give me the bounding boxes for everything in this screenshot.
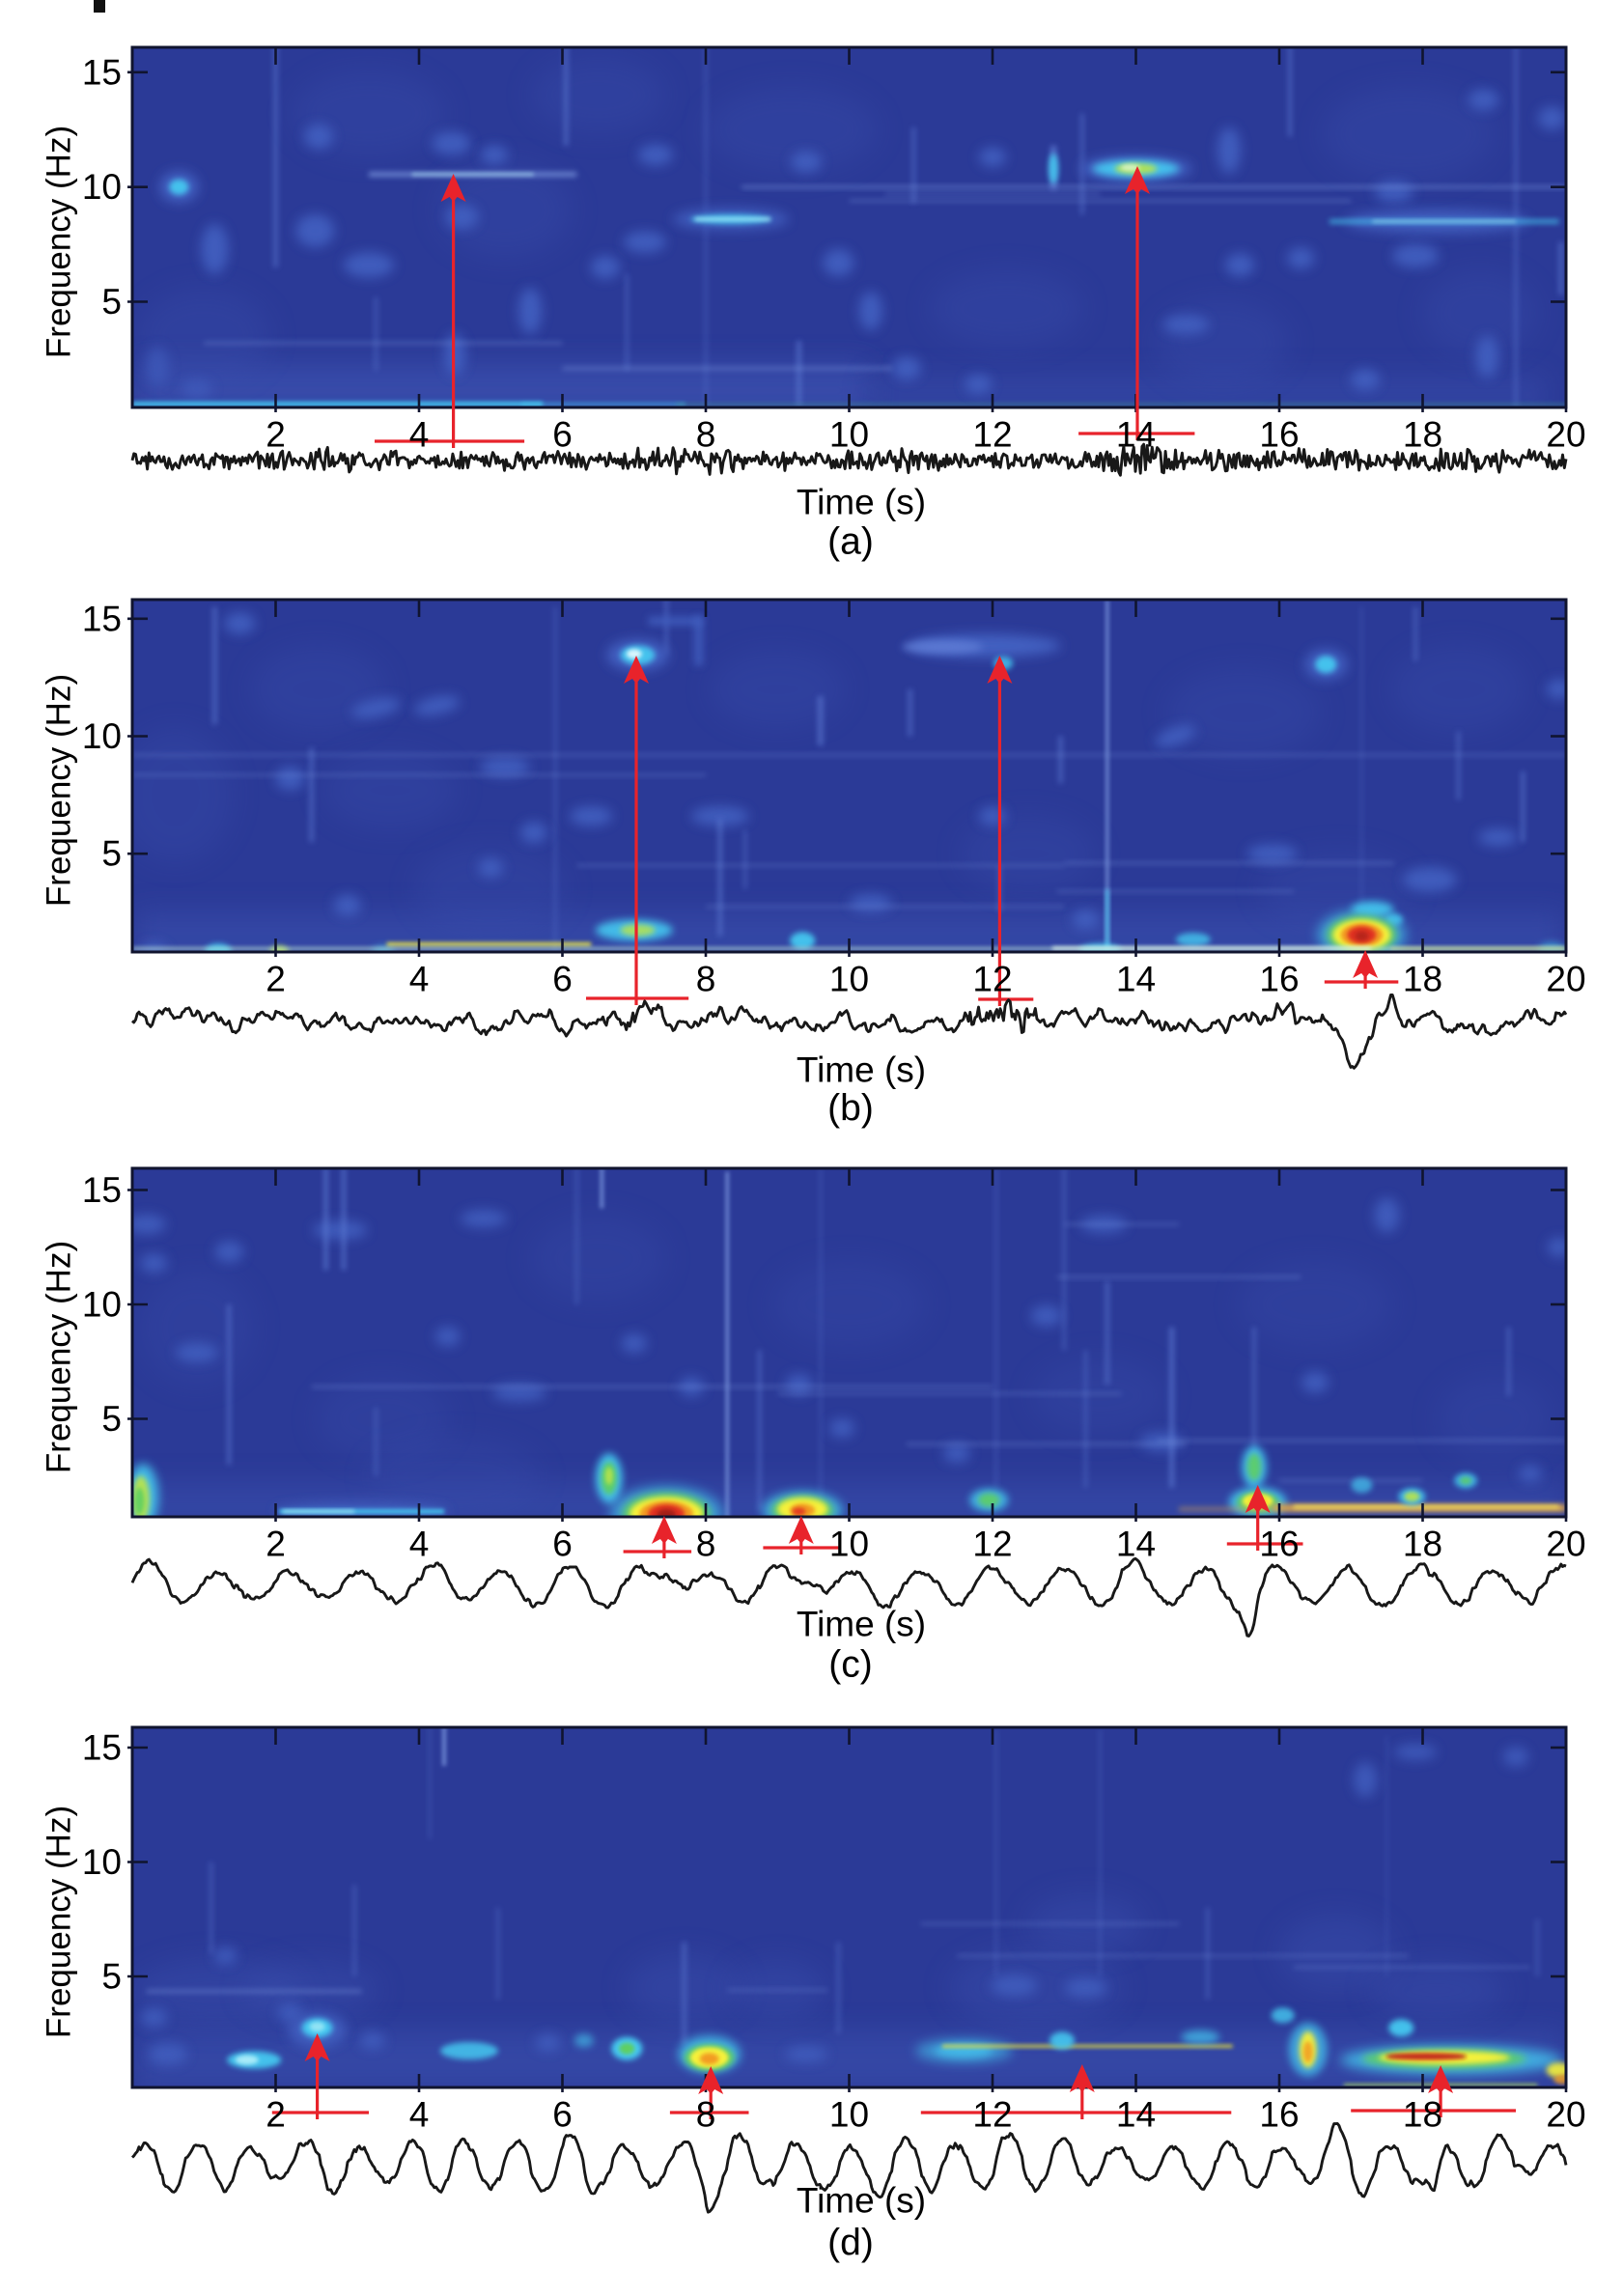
- svg-text:4: 4: [409, 1525, 430, 1564]
- svg-text:12: 12: [972, 415, 1012, 455]
- svg-text:10: 10: [829, 960, 869, 999]
- svg-text:16: 16: [1259, 1525, 1299, 1564]
- svg-text:10: 10: [82, 1285, 122, 1325]
- svg-text:(b): (b): [827, 1088, 874, 1130]
- svg-text:20: 20: [1546, 415, 1585, 455]
- svg-text:(c): (c): [828, 1644, 872, 1686]
- svg-text:15: 15: [82, 1170, 122, 1210]
- svg-text:18: 18: [1403, 1525, 1442, 1564]
- svg-text:10: 10: [82, 167, 122, 207]
- svg-text:10: 10: [829, 2095, 869, 2135]
- svg-text:2: 2: [266, 960, 286, 999]
- svg-text:Time (s): Time (s): [797, 483, 926, 522]
- svg-text:6: 6: [552, 2095, 573, 2135]
- svg-text:15: 15: [82, 52, 122, 92]
- svg-text:8: 8: [696, 1525, 716, 1564]
- svg-text:12: 12: [972, 2095, 1012, 2135]
- svg-text:14: 14: [1116, 1525, 1156, 1564]
- svg-text:5: 5: [101, 1957, 122, 1997]
- svg-text:Frequency (Hz): Frequency (Hz): [41, 1806, 78, 2038]
- svg-text:4: 4: [409, 2095, 430, 2135]
- svg-text:16: 16: [1259, 2095, 1299, 2135]
- svg-text:2: 2: [266, 2095, 286, 2135]
- svg-text:16: 16: [1259, 415, 1299, 455]
- svg-text:6: 6: [552, 415, 573, 455]
- svg-text:5: 5: [101, 282, 122, 322]
- svg-text:8: 8: [696, 2095, 716, 2135]
- svg-text:Time (s): Time (s): [797, 2181, 926, 2221]
- svg-text:(d): (d): [827, 2223, 874, 2264]
- svg-text:6: 6: [552, 960, 573, 999]
- svg-text:6: 6: [552, 1525, 573, 1564]
- svg-text:Frequency (Hz): Frequency (Hz): [41, 1241, 78, 1473]
- svg-text:14: 14: [1116, 960, 1156, 999]
- svg-text:12: 12: [972, 960, 1012, 999]
- svg-text:Frequency (Hz): Frequency (Hz): [41, 674, 78, 907]
- svg-text:10: 10: [82, 716, 122, 756]
- svg-text:2: 2: [266, 415, 286, 455]
- svg-text:10: 10: [82, 1842, 122, 1882]
- svg-text:15: 15: [82, 599, 122, 638]
- svg-text:15: 15: [82, 1728, 122, 1768]
- svg-text:8: 8: [696, 960, 716, 999]
- svg-text:18: 18: [1403, 415, 1442, 455]
- svg-text:14: 14: [1116, 415, 1156, 455]
- svg-text:14: 14: [1116, 2095, 1156, 2135]
- svg-text:16: 16: [1259, 960, 1299, 999]
- svg-text:(a): (a): [827, 521, 874, 563]
- svg-text:Frequency (Hz): Frequency (Hz): [41, 126, 78, 358]
- svg-text:4: 4: [409, 415, 430, 455]
- svg-text:Time (s): Time (s): [797, 1605, 926, 1644]
- svg-text:18: 18: [1403, 2095, 1442, 2135]
- svg-text:10: 10: [829, 1525, 869, 1564]
- svg-text:Time (s): Time (s): [797, 1050, 926, 1090]
- svg-text:5: 5: [101, 1399, 122, 1439]
- svg-text:4: 4: [409, 960, 430, 999]
- svg-text:2: 2: [266, 1525, 286, 1564]
- svg-text:20: 20: [1546, 960, 1585, 999]
- svg-text:20: 20: [1546, 1525, 1585, 1564]
- svg-text:5: 5: [101, 834, 122, 874]
- svg-text:12: 12: [972, 1525, 1012, 1564]
- svg-text:20: 20: [1546, 2095, 1585, 2135]
- svg-text:10: 10: [829, 415, 869, 455]
- svg-text:18: 18: [1403, 960, 1442, 999]
- svg-text:8: 8: [696, 415, 716, 455]
